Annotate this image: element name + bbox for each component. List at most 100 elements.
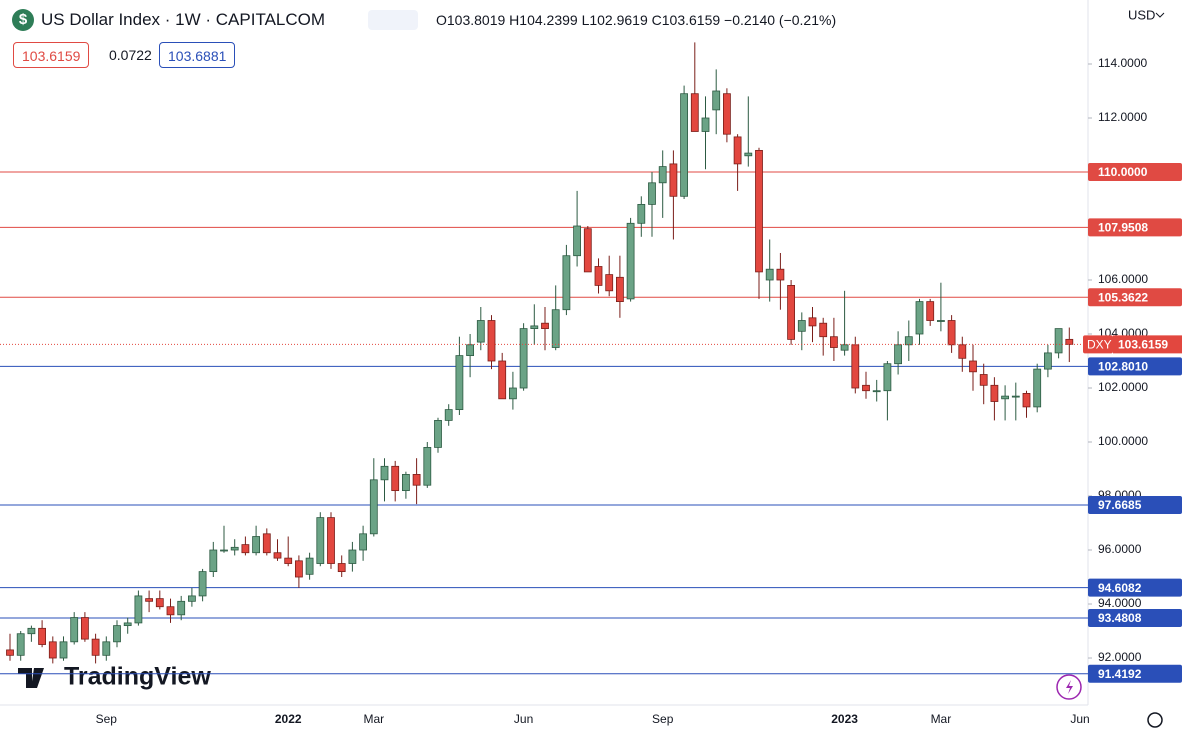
level-label-box (1088, 664, 1182, 683)
candle-body (102, 641, 111, 656)
candle-body (894, 344, 902, 365)
candle-body (1022, 393, 1031, 408)
candle-body (145, 598, 154, 602)
candle-body (91, 638, 100, 656)
candle-body (359, 533, 368, 551)
candle-body (455, 355, 464, 411)
candle-body (444, 409, 453, 421)
candle-body (744, 152, 753, 157)
x-tick-label: Sep (96, 712, 118, 726)
indicator-buttons[interactable] (368, 10, 418, 30)
candle-body (958, 344, 967, 359)
candle-body (755, 149, 763, 273)
candle-body (423, 447, 432, 486)
candle-body (658, 166, 667, 184)
x-tick-label: Mar (931, 712, 952, 726)
candle-body (187, 595, 196, 602)
candle-body (27, 627, 36, 635)
candle-body (166, 606, 175, 616)
last-price-label: 103.6159 (1118, 338, 1168, 352)
candle-body (113, 625, 121, 643)
candle-body (648, 182, 656, 205)
settings-icon[interactable] (1147, 712, 1163, 728)
level-label: 105.3622 (1098, 290, 1148, 304)
x-tick-label: Jun (1070, 712, 1089, 726)
candle-body (316, 517, 325, 564)
candle-body (252, 536, 261, 554)
candle-body (765, 268, 774, 281)
level-label-box (1088, 357, 1182, 376)
candle-body (273, 552, 282, 559)
candle-body (123, 622, 132, 627)
candle-body (70, 617, 79, 643)
y-tick-label: 112.0000 (1098, 110, 1147, 124)
candle-body (583, 228, 592, 273)
candle-body (6, 649, 14, 656)
logo-text: TradingView (64, 663, 211, 691)
candle-body (369, 479, 378, 535)
ohlc: O103.8019 H104.2399 L102.9619 C103.6159 … (436, 12, 837, 28)
sell-price[interactable]: 103.6159 (13, 42, 90, 68)
y-tick-label: 106.0000 (1098, 272, 1148, 286)
spread: 0.0722 (109, 47, 152, 63)
candle-body (605, 274, 614, 292)
candle-body (230, 546, 239, 551)
candle-body (134, 595, 143, 624)
level-label-box (1088, 218, 1182, 237)
y-tick-label: 102.0000 (1098, 380, 1148, 394)
level-label-box (1088, 162, 1182, 181)
candle-body (551, 309, 560, 348)
candle-body (723, 93, 731, 135)
candle-body (508, 387, 517, 400)
level-label-box (1088, 578, 1182, 597)
candle-body (712, 90, 721, 111)
candle-body (16, 633, 25, 656)
candle-body (616, 276, 624, 303)
candle-body (626, 222, 635, 300)
level-label: 97.6685 (1098, 498, 1142, 512)
candle-body (947, 320, 956, 346)
candle-body (305, 557, 314, 575)
x-tick-label: Jun (514, 712, 533, 726)
level-label: 93.4808 (1098, 611, 1142, 625)
candle-body (904, 336, 913, 346)
candle-body (284, 557, 293, 564)
candle-body (541, 322, 549, 330)
candle-body (519, 328, 528, 389)
candle-body (808, 317, 817, 327)
candle-body (562, 255, 571, 311)
candle-body (380, 465, 389, 481)
currency[interactable]: USD (1128, 7, 1155, 22)
icon[interactable] (1056, 674, 1082, 700)
level-label: 107.9508 (1098, 220, 1148, 234)
candle-body (915, 301, 924, 335)
candle-body (830, 336, 838, 348)
candle-body (262, 533, 271, 554)
candle-body (851, 344, 860, 389)
candle-body (209, 549, 218, 573)
candle-body (401, 474, 410, 492)
candle-body (294, 560, 303, 578)
x-tick-label: 2023 (831, 712, 858, 726)
level-label: 102.8010 (1098, 360, 1148, 374)
candle-body (1054, 328, 1063, 354)
candle-body (498, 360, 507, 400)
y-tick-label: 92.0000 (1098, 650, 1142, 664)
candle-body (979, 374, 988, 386)
symbol-label: DXY (1087, 338, 1112, 352)
candle-body (819, 322, 828, 338)
logo: TradingView (18, 663, 211, 691)
level-label: 94.6082 (1098, 581, 1142, 595)
candle-body (862, 384, 870, 392)
level-label: 91.4192 (1098, 667, 1142, 681)
chart-title: US Dollar Index · 1W · CAPITALCOM (41, 10, 326, 29)
buy-price[interactable]: 103.6881 (159, 42, 236, 68)
level-label-box (1088, 609, 1182, 628)
last-price-box (1113, 335, 1182, 354)
candle-body (669, 163, 678, 197)
candle-body (690, 93, 699, 132)
candle-body (48, 641, 57, 659)
level-label: 110.0000 (1098, 165, 1148, 179)
